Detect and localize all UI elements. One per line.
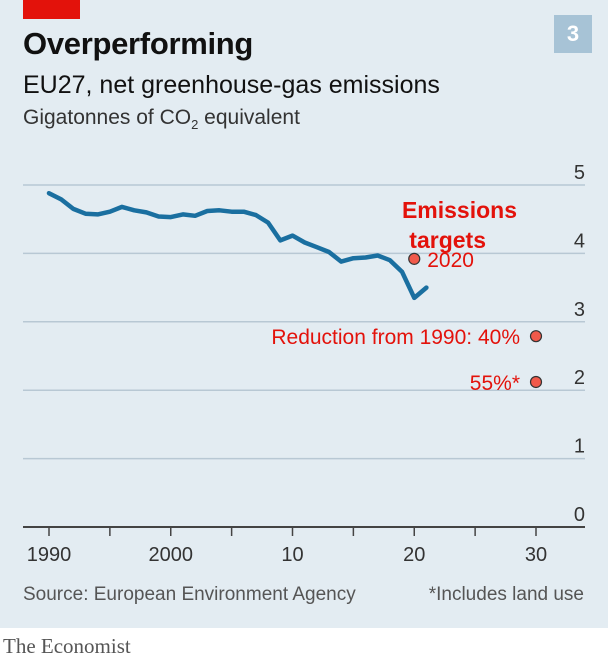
target-point <box>529 375 543 389</box>
y-tick-label: 1 <box>574 436 585 458</box>
targets-heading-line1: Emissions <box>402 197 517 223</box>
chart-panel <box>0 0 608 628</box>
footnote: *Includes land use <box>428 584 584 605</box>
y-tick-label: 5 <box>574 162 585 184</box>
y-tick-label: 0 <box>574 504 585 526</box>
economist-logo: The Economist <box>3 634 131 658</box>
target-point <box>529 330 543 343</box>
units-label: Gigatonnes of CO2 equivalent <box>23 106 300 132</box>
y-tick-label: 4 <box>574 230 585 252</box>
emissions-series-line <box>46 190 429 301</box>
x-tick-label: 1990 <box>27 544 72 566</box>
units-suffix: equivalent <box>198 106 300 129</box>
x-tick-label: 2000 <box>149 544 194 566</box>
units-subscript: 2 <box>191 117 199 133</box>
target-point <box>408 252 421 265</box>
x-tick-label: 30 <box>525 544 547 566</box>
brand-red-bar <box>23 0 80 19</box>
chart-number-badge: 3 <box>554 15 592 53</box>
targets-heading-line2: targets <box>409 227 486 253</box>
y-tick-label: 3 <box>574 299 585 321</box>
x-tick-label: 10 <box>281 544 303 566</box>
y-tick-label: 2 <box>574 367 585 389</box>
x-tick-label: 20 <box>403 544 425 566</box>
units-prefix: Gigatonnes of CO <box>23 106 192 129</box>
emissions-chart: 0 1 2 3 4 5 1990 2000 10 20 30 Emissions targets2020… <box>23 162 585 566</box>
target-label: 55%* <box>470 372 520 395</box>
target-label: Reduction from 1990: 40% <box>271 326 520 349</box>
chart-subtitle: EU27, net greenhouse-gas emissions <box>23 71 440 99</box>
source-note: Source: European Environment Agency <box>23 584 356 605</box>
chart-title: Overperforming <box>23 26 254 61</box>
target-label: 2020 <box>427 249 474 272</box>
